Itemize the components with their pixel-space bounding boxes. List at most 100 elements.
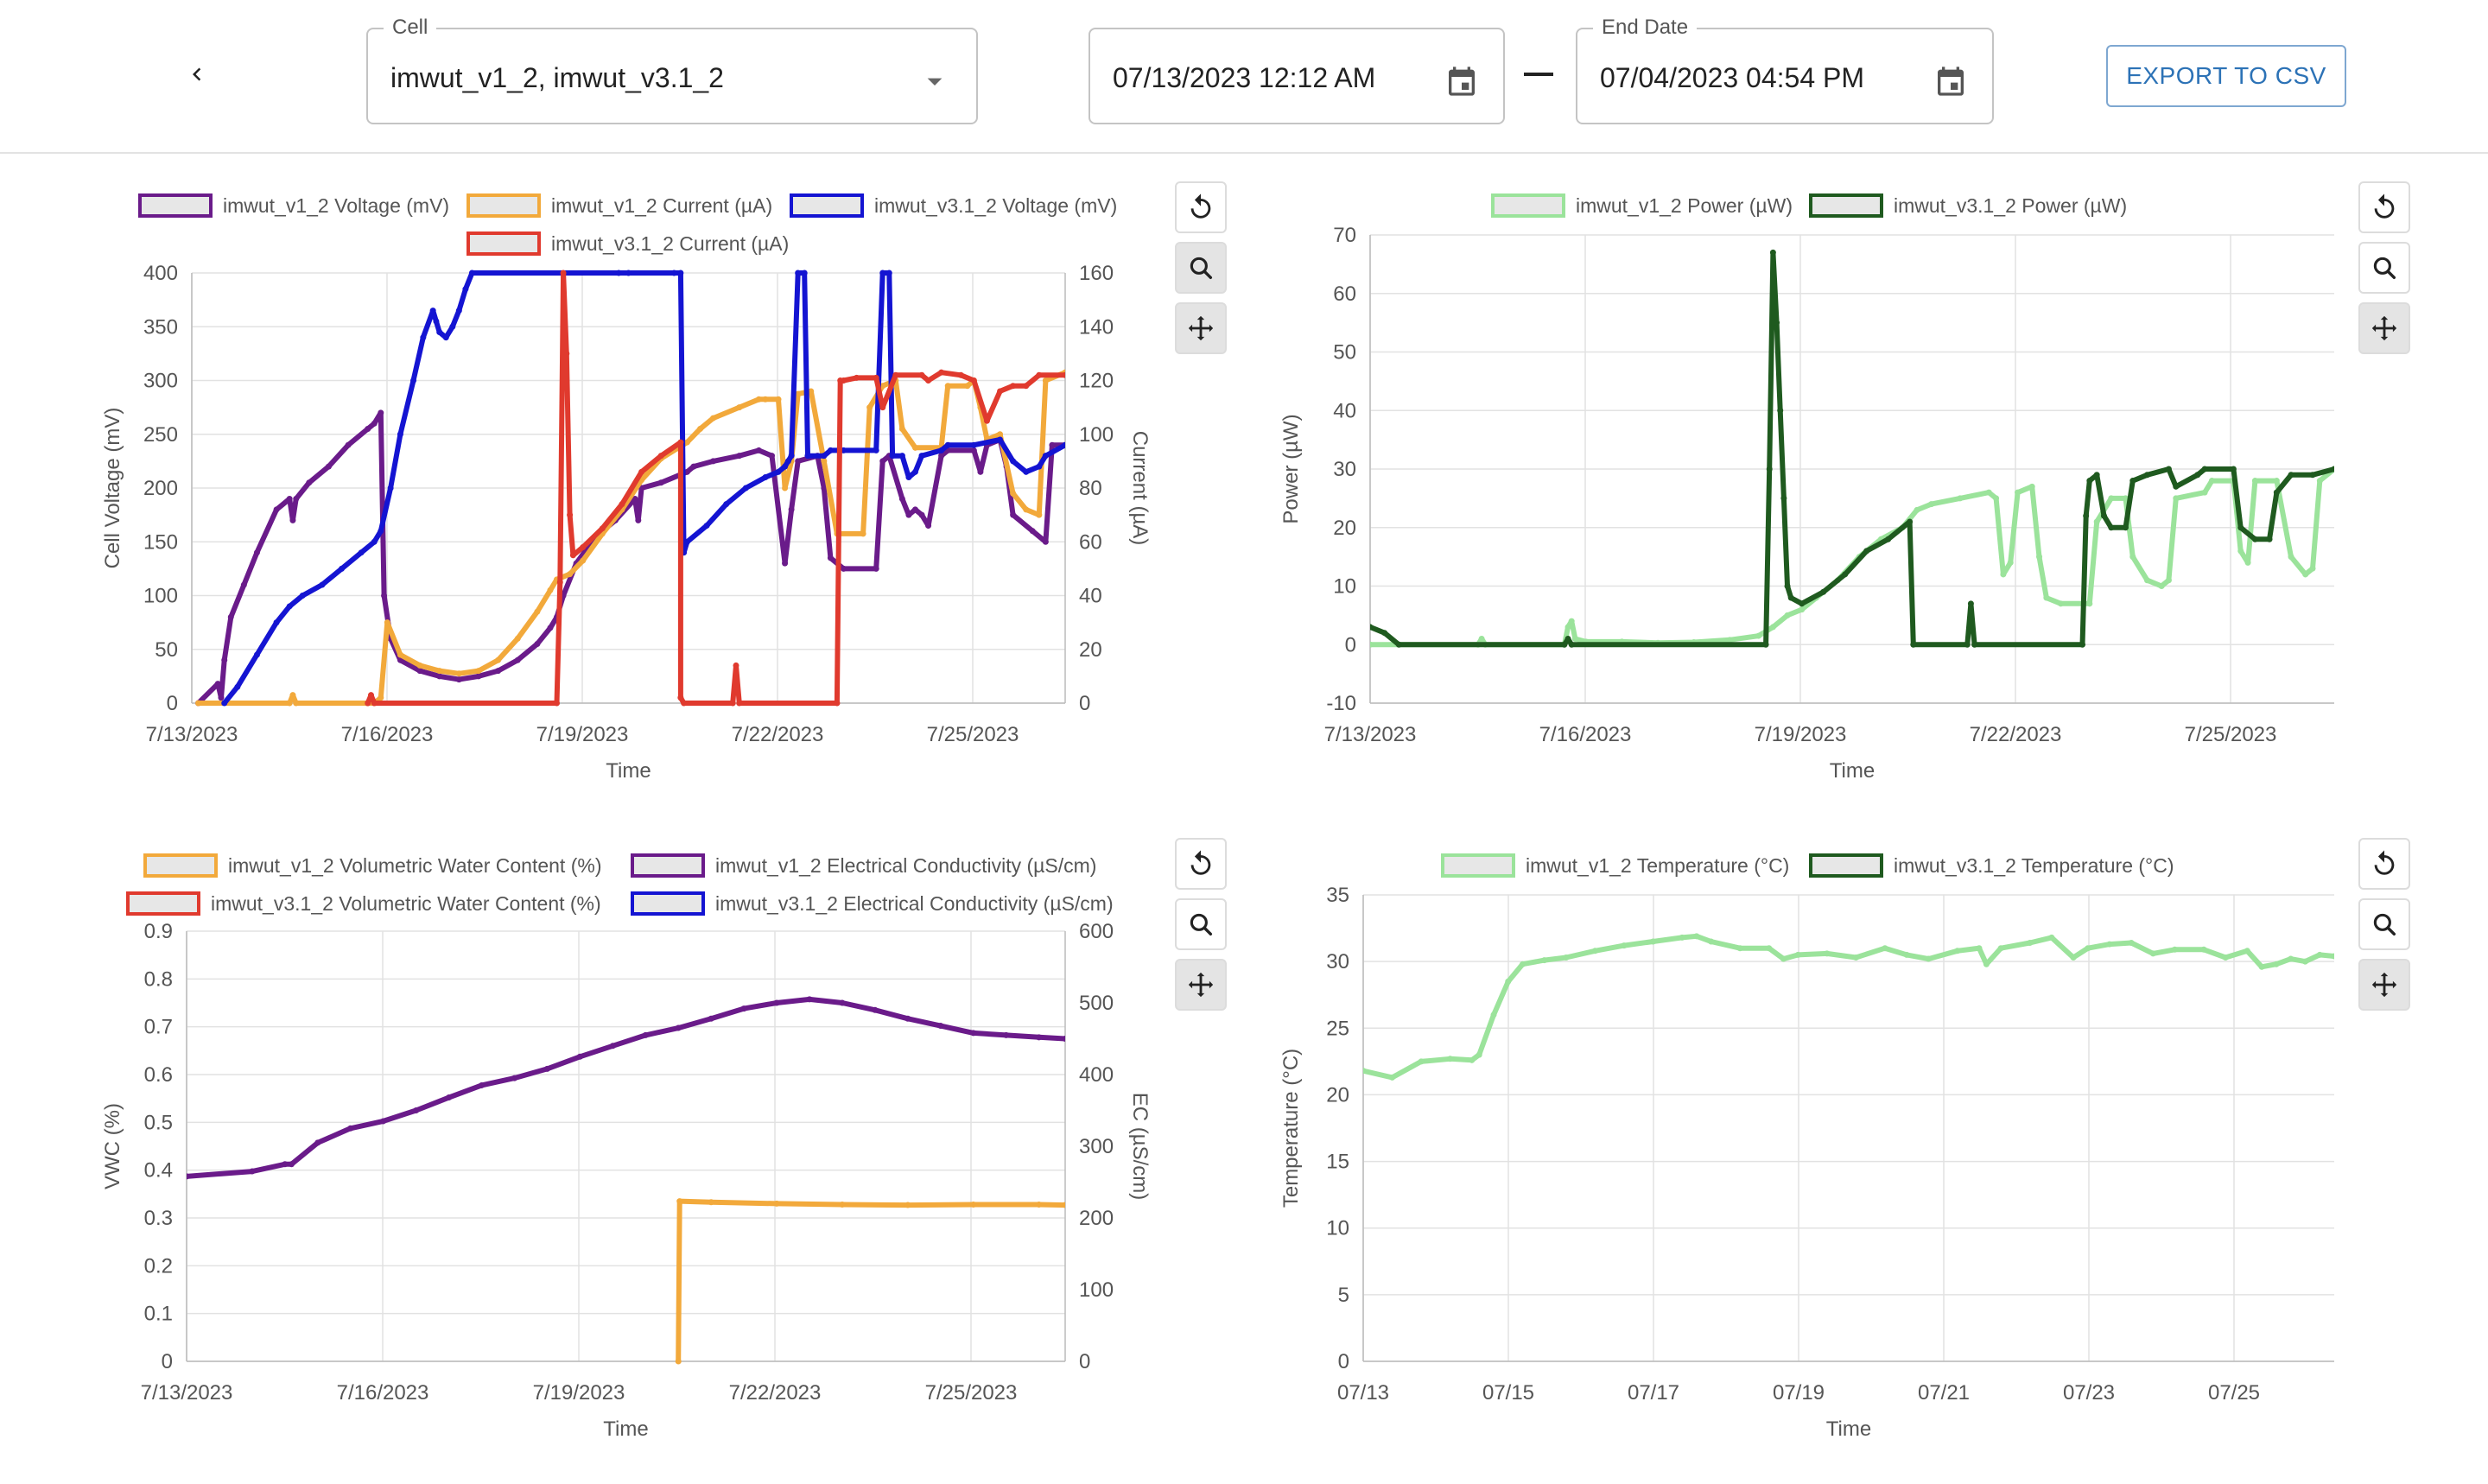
start-date-field[interactable]: 07/13/2023 12:12 AM bbox=[1088, 28, 1505, 124]
reset-zoom-button[interactable] bbox=[2358, 181, 2410, 233]
data-point bbox=[234, 683, 241, 690]
pan-button[interactable] bbox=[2358, 302, 2410, 354]
data-point bbox=[2122, 495, 2129, 502]
data-point bbox=[1023, 383, 1030, 390]
data-point bbox=[436, 328, 443, 335]
data-point bbox=[1799, 606, 1806, 613]
data-point bbox=[2316, 478, 2323, 485]
data-point bbox=[1766, 945, 1773, 952]
data-point bbox=[2266, 536, 2273, 542]
data-point bbox=[1762, 641, 1769, 648]
data-point bbox=[325, 463, 332, 470]
series-line bbox=[1370, 466, 2334, 648]
data-point bbox=[773, 999, 780, 1006]
pan-button[interactable] bbox=[2358, 959, 2410, 1011]
y-tick-label: 300 bbox=[143, 370, 178, 393]
y-tick-label: 30 bbox=[1333, 458, 1356, 481]
data-point bbox=[1769, 249, 1776, 256]
data-point bbox=[1964, 641, 1971, 648]
data-point bbox=[1852, 954, 1859, 961]
temperature-chart[interactable]: 0 5 10 15 20 25 30 35 07/13 07/15 07/17 07/19 07/21 0… bbox=[1244, 829, 2419, 1451]
calendar-icon[interactable] bbox=[1933, 64, 1968, 98]
data-point bbox=[569, 552, 576, 559]
zoom-button[interactable] bbox=[1175, 898, 1227, 950]
data-point bbox=[547, 625, 554, 631]
data-point bbox=[547, 587, 554, 593]
data-point bbox=[495, 656, 502, 663]
y-tick-label: 60 bbox=[1333, 282, 1356, 306]
data-point bbox=[299, 593, 306, 599]
data-point bbox=[1418, 1058, 1425, 1065]
pan-button[interactable] bbox=[1175, 959, 1227, 1011]
back-button[interactable] bbox=[173, 50, 221, 98]
data-point bbox=[1769, 624, 1776, 631]
zoom-button[interactable] bbox=[2358, 242, 2410, 294]
zoom-icon bbox=[2373, 257, 2396, 280]
x-tick-label: 07/13 bbox=[1337, 1381, 1389, 1405]
legend-swatch bbox=[1809, 193, 1883, 218]
legend-label: imwut_v1_2 Volumetric Water Content (%) bbox=[228, 854, 601, 877]
reset-zoom-button[interactable] bbox=[1175, 838, 1227, 890]
data-point bbox=[632, 495, 638, 502]
data-point bbox=[397, 431, 403, 438]
legend-swatch bbox=[466, 193, 541, 218]
data-point bbox=[1842, 571, 1849, 578]
data-point bbox=[860, 530, 866, 537]
data-point bbox=[2027, 940, 2034, 947]
arrow-drop-down-icon[interactable] bbox=[917, 64, 952, 98]
x-tick-label: 7/25/2023 bbox=[927, 723, 1019, 746]
legend-label: imwut_v3.1_2 Electrical Conductivity (µS… bbox=[715, 892, 1114, 915]
power-chart[interactable]: -10 0 10 20 30 40 50 60 70 7/13/2023 7/16/2023 7/19… bbox=[1244, 173, 2419, 795]
y-tick-label: 150 bbox=[143, 530, 178, 554]
data-point bbox=[514, 656, 521, 663]
data-point bbox=[1010, 383, 1017, 390]
reset-zoom-button[interactable] bbox=[2358, 838, 2410, 890]
end-date-field[interactable]: End Date 07/04/2023 04:54 PM bbox=[1576, 16, 1994, 124]
data-point bbox=[2302, 571, 2309, 578]
vwc-ec-chart[interactable]: 0 0.1 0.2 0.3 0.4 0.5 0.6 0.7 0.8 0.9 7/13/2023 7/1… bbox=[0, 829, 1175, 1451]
calendar-icon[interactable] bbox=[1444, 64, 1479, 98]
data-point bbox=[1774, 320, 1780, 327]
export-csv-button[interactable]: EXPORT TO CSV bbox=[2106, 45, 2346, 107]
legend-swatch bbox=[126, 891, 200, 916]
data-point bbox=[1389, 1074, 1396, 1081]
data-point bbox=[567, 511, 574, 518]
y2-tick-label: 20 bbox=[1079, 638, 1102, 662]
data-point bbox=[319, 581, 326, 588]
data-point bbox=[286, 603, 293, 610]
reset-zoom-icon bbox=[1190, 193, 1211, 219]
data-point bbox=[677, 270, 684, 276]
y-tick-label: 0.2 bbox=[144, 1254, 173, 1278]
data-point bbox=[2258, 963, 2265, 970]
data-point bbox=[2288, 955, 2294, 962]
data-point bbox=[827, 447, 834, 453]
data-point bbox=[1062, 441, 1065, 448]
zoom-button[interactable] bbox=[2358, 898, 2410, 950]
pan-button[interactable] bbox=[1175, 302, 1227, 354]
data-point bbox=[1799, 600, 1806, 607]
zoom-button[interactable] bbox=[1175, 242, 1227, 294]
data-point bbox=[449, 323, 456, 330]
data-point bbox=[416, 662, 423, 669]
data-point bbox=[854, 374, 860, 381]
data-point bbox=[534, 641, 541, 648]
data-point bbox=[740, 1005, 747, 1012]
y-tick-label: 400 bbox=[143, 262, 178, 285]
data-point bbox=[563, 350, 570, 357]
data-point bbox=[638, 468, 645, 475]
data-point bbox=[1794, 951, 1801, 958]
cell-select[interactable]: Cell imwut_v1_2, imwut_v3.1_2 bbox=[366, 16, 978, 124]
data-point bbox=[898, 453, 905, 460]
y2-tick-label: 300 bbox=[1079, 1135, 1114, 1158]
data-point bbox=[872, 1006, 879, 1013]
reset-zoom-button[interactable] bbox=[1175, 181, 1227, 233]
data-point bbox=[2093, 518, 2100, 525]
data-point bbox=[314, 1139, 321, 1146]
legend-label: imwut_v1_2 Power (µW) bbox=[1576, 194, 1793, 217]
data-point bbox=[2309, 472, 2316, 479]
series-line bbox=[196, 409, 1065, 706]
legend-label: imwut_v3.1_2 Temperature (°C) bbox=[1894, 854, 2174, 877]
data-point bbox=[1381, 630, 1388, 637]
y2-axis-title: Current (µA) bbox=[1128, 431, 1152, 546]
